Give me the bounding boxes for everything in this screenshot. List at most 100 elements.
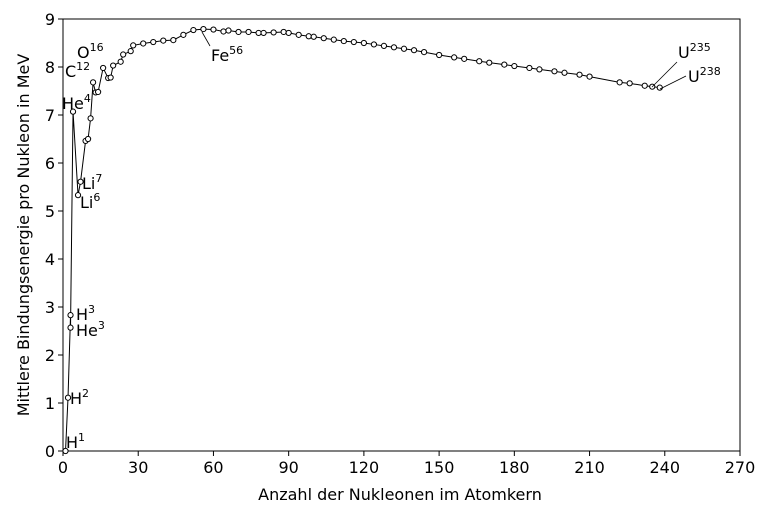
annotation-element: H: [70, 389, 82, 408]
data-point: [370, 41, 378, 48]
annotation: H1: [66, 431, 85, 452]
data-point: [150, 38, 157, 46]
x-tick-label: 180: [499, 458, 530, 477]
annotation-element: C: [65, 62, 76, 81]
annotation-mass: 3: [88, 303, 95, 316]
data-point: [160, 37, 167, 44]
data-point: [200, 25, 207, 33]
data-point: [586, 73, 593, 80]
annotation: Fe56: [211, 44, 243, 65]
x-axis-title: Anzahl der Nukleonen im Atomkern: [258, 485, 542, 504]
data-point: [89, 79, 97, 86]
annotation: C12: [65, 60, 90, 81]
data-point: [501, 61, 508, 68]
data-point: [190, 26, 197, 34]
x-tick-label: 0: [58, 458, 68, 477]
y-tick-label: 5: [45, 202, 55, 221]
data-point: [117, 58, 124, 65]
x-tick-label: 120: [349, 458, 380, 477]
annotation: He3: [76, 319, 105, 340]
annotation-mass: 2: [82, 387, 89, 400]
data-point: [110, 62, 117, 69]
data-point: [641, 82, 648, 89]
x-tick-label: 270: [725, 458, 756, 477]
data-point: [626, 80, 633, 87]
annotation-element: Li: [82, 174, 95, 193]
data-point: [526, 64, 533, 72]
annotation-mass: 4: [84, 92, 91, 105]
annotation-mass: 235: [690, 41, 711, 54]
y-tick-label: 9: [45, 10, 55, 29]
data-point: [400, 45, 408, 52]
annotation: Li7: [82, 172, 102, 193]
data-point: [486, 59, 493, 66]
data-point: [536, 66, 543, 73]
data-line: [65, 28, 660, 452]
data-point: [285, 29, 292, 37]
data-point: [245, 28, 252, 36]
annotation: Li6: [80, 191, 100, 212]
data-point: [107, 74, 114, 81]
annotation-element: He: [62, 94, 84, 113]
annotation: H2: [70, 387, 89, 408]
data-point: [220, 28, 227, 35]
data-point: [140, 40, 147, 47]
data-point: [551, 68, 558, 75]
data-point: [390, 44, 398, 51]
annotation-element: U: [678, 43, 690, 62]
x-tick-label: 30: [128, 458, 148, 477]
data-point: [380, 42, 388, 49]
annotation-element: He: [76, 321, 98, 340]
data-point: [74, 192, 82, 199]
data-point: [360, 39, 367, 47]
y-tick-label: 7: [45, 106, 55, 125]
data-point: [451, 54, 458, 61]
y-tick-label: 4: [45, 250, 55, 269]
annotation-mass: 238: [700, 65, 721, 78]
annotation: U238: [688, 65, 721, 86]
y-tick-label: 8: [45, 58, 55, 77]
data-point: [576, 71, 583, 78]
data-point: [260, 29, 267, 37]
y-tick-label: 0: [45, 442, 55, 461]
data-point: [616, 79, 623, 86]
annotation-element: O: [77, 43, 90, 62]
data-point: [67, 324, 74, 331]
data-point: [305, 33, 312, 40]
x-tick-label: 210: [574, 458, 605, 477]
annotation-mass: 7: [95, 172, 102, 185]
x-tick-label: 240: [650, 458, 681, 477]
x-tick-label: 60: [203, 458, 223, 477]
data-point: [225, 27, 232, 34]
data-point: [95, 88, 102, 96]
y-tick-label: 3: [45, 298, 55, 317]
annotation: O16: [77, 41, 104, 62]
data-point: [320, 35, 327, 42]
annotation-element: Fe: [211, 46, 229, 65]
data-point: [130, 42, 137, 49]
y-axis-title: Mittlere Bindungsenergie pro Nukleon in …: [14, 54, 33, 417]
data-point: [170, 37, 177, 44]
data-point: [87, 115, 94, 122]
annotation: H3: [76, 303, 95, 324]
leader-line: [651, 61, 678, 88]
data-point: [180, 31, 187, 38]
x-tick-label: 90: [278, 458, 298, 477]
data-point: [511, 62, 518, 70]
annotation-element: Li: [80, 193, 93, 212]
annotation-mass: 1: [78, 431, 85, 444]
data-point: [295, 31, 302, 38]
data-point: [420, 49, 428, 56]
y-tick-label: 2: [45, 346, 55, 365]
data-point: [62, 447, 69, 455]
data-point: [100, 64, 107, 72]
data-point: [350, 38, 357, 46]
data-point: [77, 178, 84, 185]
data-point: [127, 48, 134, 55]
x-tick-label: 150: [424, 458, 455, 477]
annotation: He4: [62, 92, 91, 113]
annotation-element: H: [66, 433, 78, 452]
annotation-mass: 16: [90, 41, 104, 54]
data-point: [270, 29, 277, 36]
